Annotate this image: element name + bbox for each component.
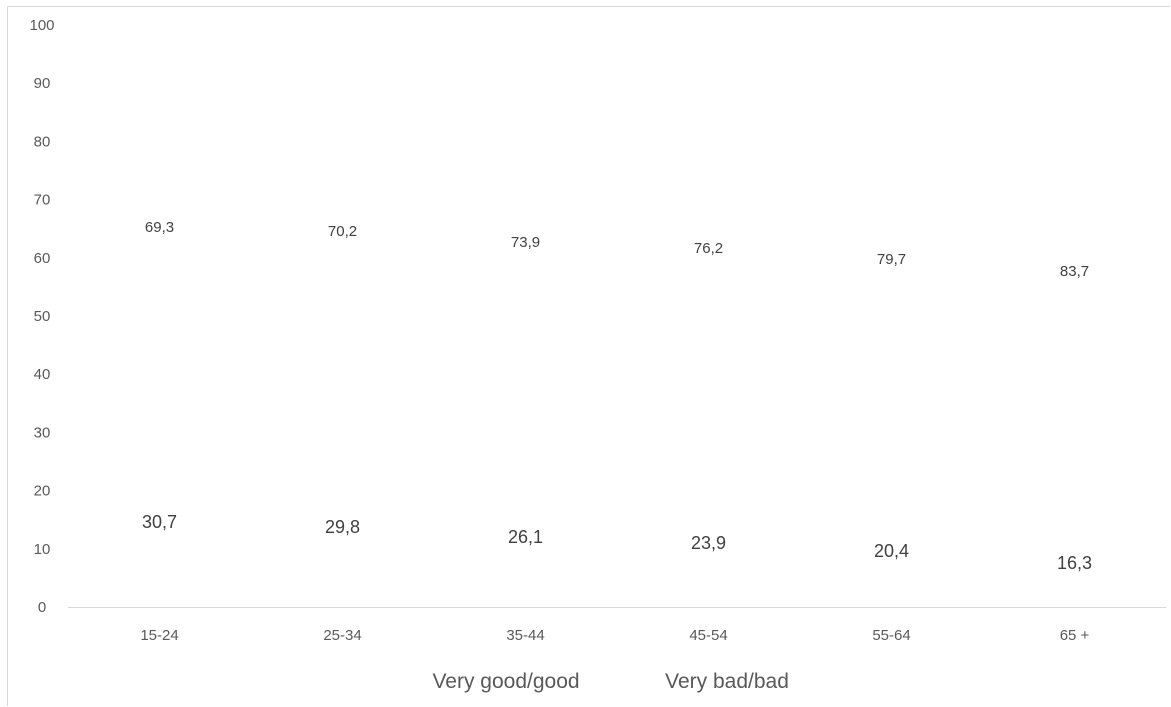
data-label-very-bad-bad: 26,1 — [508, 527, 543, 547]
bar-very-good-good — [114, 204, 206, 607]
data-label-very-bad-bad: 23,9 — [691, 533, 726, 553]
y-tick-label: 90 — [34, 75, 51, 92]
bar-very-bad-bad — [846, 24, 938, 143]
bar-very-good-good — [297, 198, 389, 607]
bar-very-bad-bad — [297, 25, 389, 198]
y-tick-label: 10 — [34, 541, 51, 558]
y-tick-label: 80 — [34, 133, 51, 150]
bar-very-bad-bad — [114, 25, 206, 204]
y-tick-label: 20 — [34, 483, 51, 500]
x-tick-label: 35-44 — [506, 627, 544, 644]
y-tick-label: 0 — [38, 599, 46, 616]
x-tick-label: 15-24 — [140, 627, 178, 644]
bar-very-bad-bad — [1029, 25, 1121, 120]
data-label-very-bad-bad: 30,7 — [142, 512, 177, 532]
legend-entry-very-bad-bad: Very bad/bad — [665, 670, 789, 693]
y-tick-label: 50 — [34, 308, 51, 325]
y-tick-label: 30 — [34, 424, 51, 441]
y-tick-label: 40 — [34, 366, 51, 383]
y-tick-label: 70 — [34, 192, 51, 209]
bar-very-good-good — [846, 143, 938, 607]
data-label-very-good-good: 70,2 — [328, 223, 357, 240]
bar-very-bad-bad — [663, 24, 755, 163]
data-label-very-bad-bad: 16,3 — [1057, 553, 1092, 573]
legend-entry-very-good-good: Very good/good — [432, 670, 579, 693]
data-label-very-good-good: 79,7 — [877, 251, 906, 268]
x-tick-label: 45-54 — [689, 627, 727, 644]
data-label-very-good-good: 73,9 — [511, 234, 540, 251]
data-label-very-good-good: 83,7 — [1060, 263, 1089, 280]
data-label-very-bad-bad: 29,8 — [325, 517, 360, 537]
data-label-very-good-good: 76,2 — [694, 240, 723, 257]
bar-very-bad-bad — [480, 25, 572, 177]
x-tick-label: 65 + — [1060, 627, 1090, 644]
y-tick-label: 100 — [29, 17, 54, 34]
x-tick-label: 55-64 — [872, 627, 910, 644]
y-tick-label: 60 — [34, 250, 51, 267]
bar-very-good-good — [1029, 120, 1121, 607]
data-label-very-bad-bad: 20,4 — [874, 541, 909, 561]
data-label-very-good-good: 69,3 — [145, 219, 174, 236]
x-tick-label: 25-34 — [323, 627, 361, 644]
